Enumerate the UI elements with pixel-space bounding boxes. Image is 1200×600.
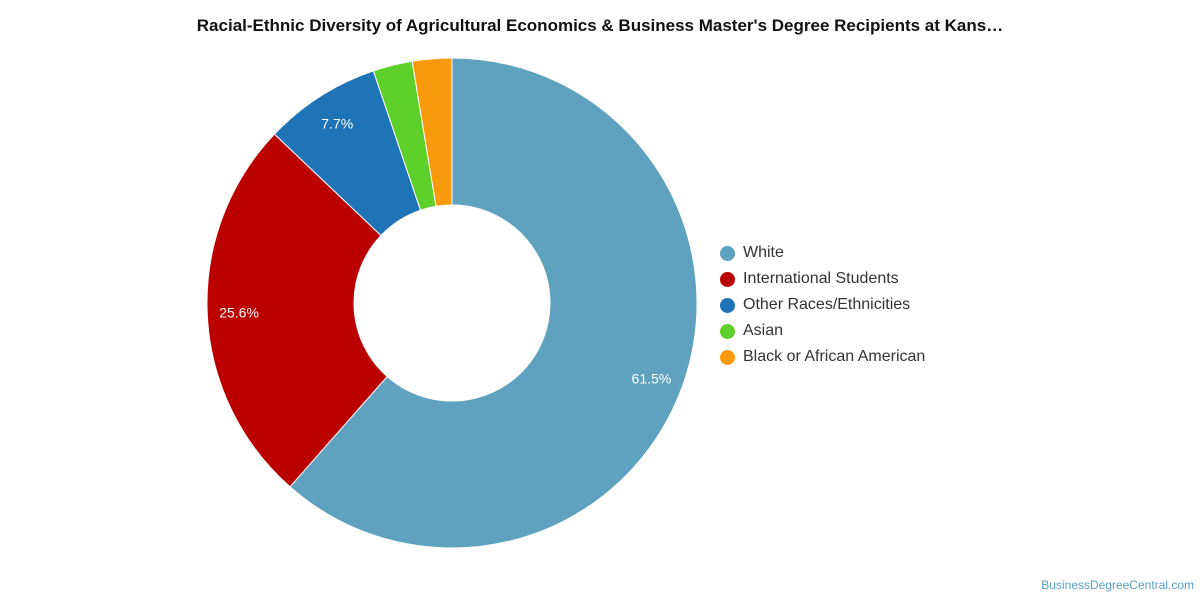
chart-title: Racial-Ethnic Diversity of Agricultural … bbox=[196, 16, 1004, 35]
legend-item[interactable]: Other Races/Ethnicities bbox=[720, 292, 925, 318]
legend-swatch bbox=[720, 245, 735, 261]
watermark: BusinessDegreeCentral.com bbox=[1041, 578, 1194, 592]
legend-label: Other Races/Ethnicities bbox=[743, 296, 911, 313]
legend-label: International Students bbox=[743, 270, 899, 287]
legend-swatch bbox=[720, 297, 735, 313]
legend-item[interactable]: Asian bbox=[720, 318, 925, 344]
chart-legend: White International Students Other Races/E… bbox=[720, 240, 925, 370]
legend-label: Asian bbox=[743, 322, 784, 339]
legend-swatch bbox=[720, 271, 735, 287]
legend-label: Black or African American bbox=[743, 348, 926, 365]
legend-item[interactable]: Black or African American bbox=[720, 344, 925, 370]
legend-swatch bbox=[720, 349, 735, 365]
legend-item[interactable]: International Students bbox=[720, 266, 925, 292]
legend-label: White bbox=[743, 244, 784, 261]
data-label: 7.7% bbox=[321, 115, 353, 131]
legend-item[interactable]: White bbox=[720, 240, 925, 266]
data-label: 25.6% bbox=[219, 304, 259, 320]
legend-swatch bbox=[720, 323, 735, 339]
slice-international-students bbox=[206, 133, 388, 488]
slice-black-or-african-american bbox=[411, 57, 453, 207]
slice-white bbox=[289, 57, 698, 549]
data-label: 61.5% bbox=[632, 370, 672, 386]
